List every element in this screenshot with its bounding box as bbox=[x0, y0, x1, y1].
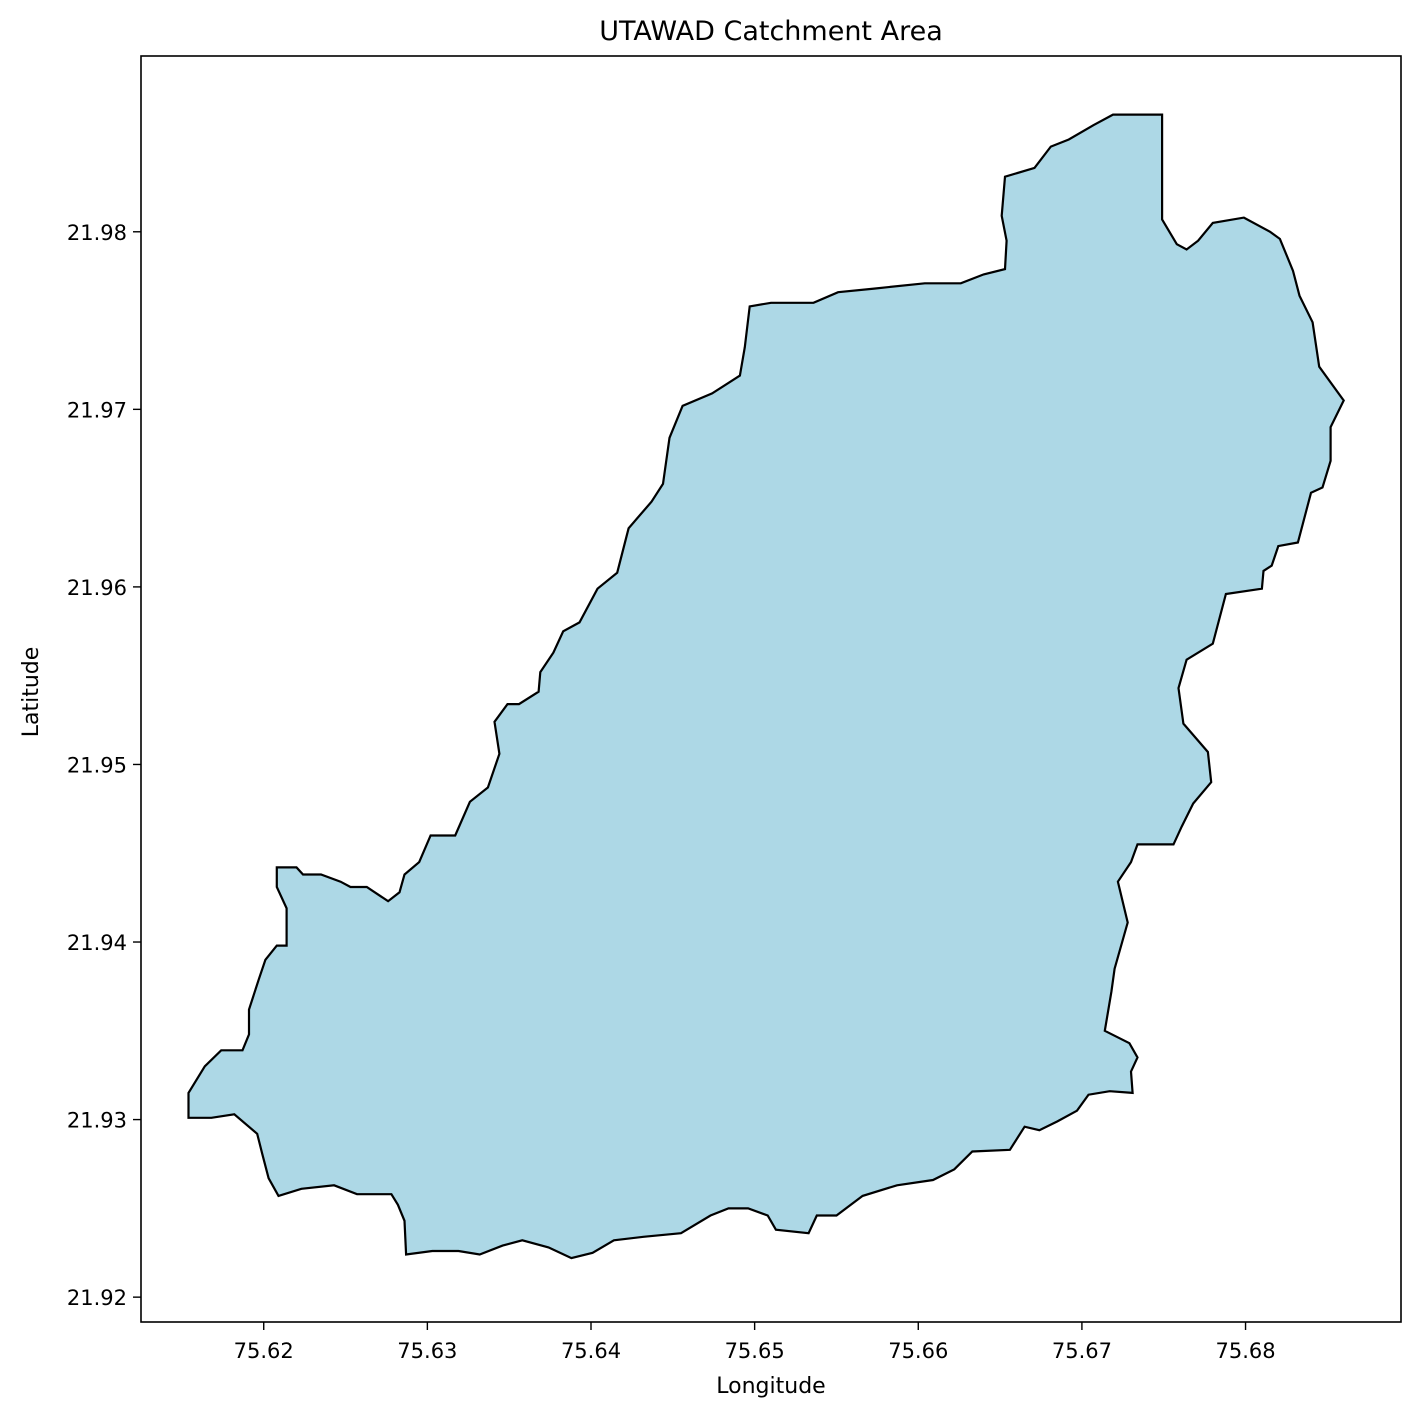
y-axis: 21.92 21.93 21.94 21.95 21.96 21.97 21.98 bbox=[67, 221, 141, 1310]
x-axis-label: Longitude bbox=[716, 1374, 825, 1399]
y-tick-label: 21.92 bbox=[67, 1286, 127, 1310]
y-axis-label: Latitude bbox=[19, 647, 44, 738]
chart-title: UTAWAD Catchment Area bbox=[599, 16, 943, 47]
y-tick-label: 21.94 bbox=[67, 931, 127, 955]
x-tick-label: 75.65 bbox=[725, 1339, 785, 1363]
y-tick-label: 21.93 bbox=[67, 1109, 127, 1133]
x-tick-label: 75.62 bbox=[234, 1339, 294, 1363]
catchment-boundary-polygon bbox=[187, 113, 1345, 1260]
y-tick-label: 21.98 bbox=[67, 221, 127, 245]
y-tick-label: 21.97 bbox=[67, 398, 127, 422]
x-tick-label: 75.68 bbox=[1215, 1339, 1275, 1363]
x-tick-label: 75.64 bbox=[561, 1339, 621, 1363]
x-axis: 75.62 75.63 75.64 75.65 75.66 75.67 75.68 bbox=[234, 1322, 1276, 1363]
plot-area bbox=[187, 113, 1345, 1260]
x-tick-label: 75.63 bbox=[397, 1339, 457, 1363]
axes-frame bbox=[140, 55, 1402, 1323]
x-tick-label: 75.67 bbox=[1052, 1339, 1112, 1363]
y-tick-label: 21.95 bbox=[67, 753, 127, 777]
y-tick-label: 21.96 bbox=[67, 576, 127, 600]
x-tick-label: 75.66 bbox=[888, 1339, 948, 1363]
